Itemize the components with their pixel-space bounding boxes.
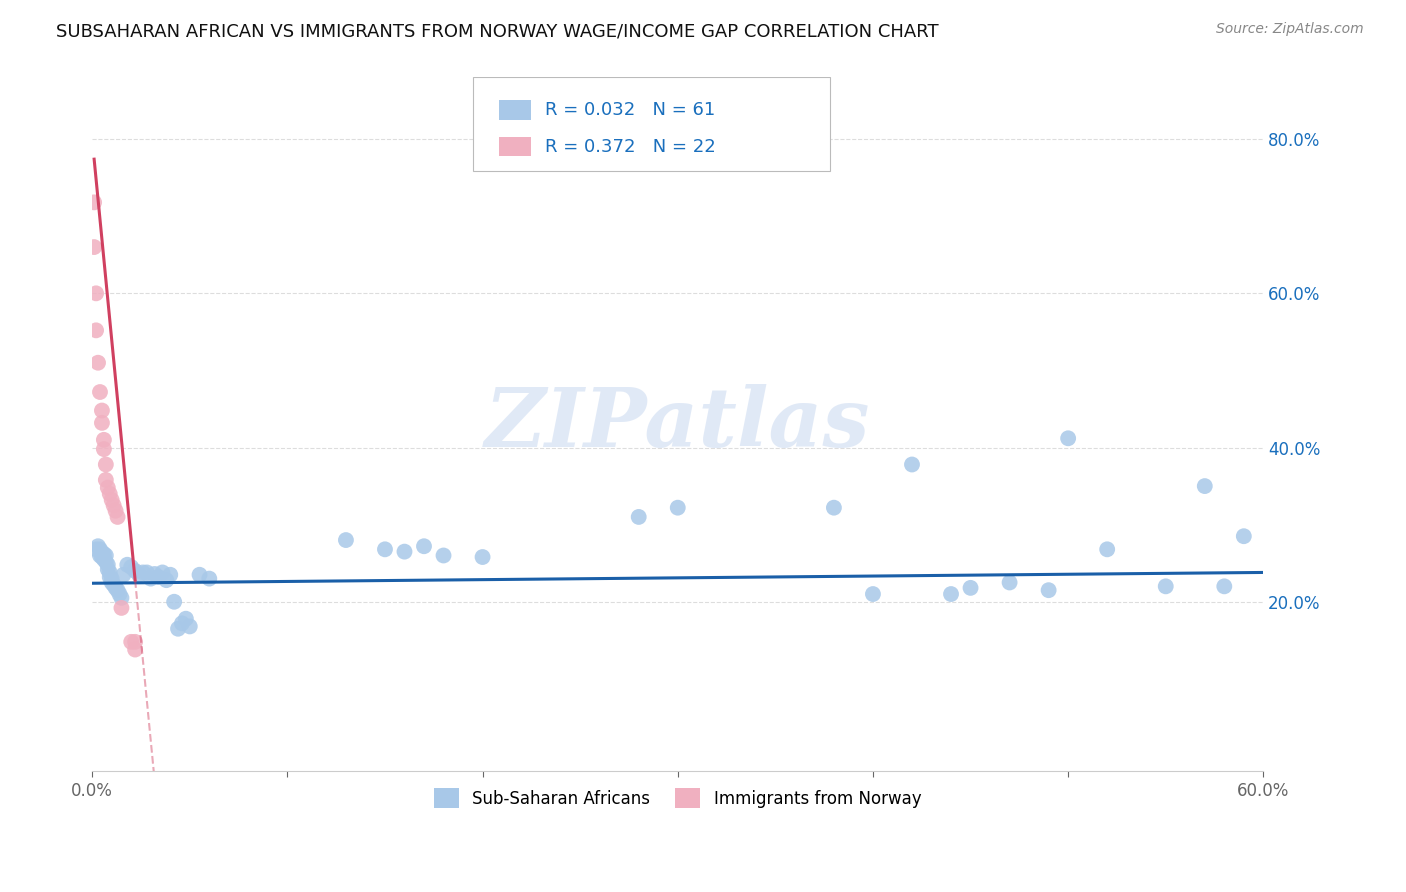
- Point: [103, 578, 125, 592]
- Point: [100, 575, 122, 590]
- Text: Source: ZipAtlas.com: Source: ZipAtlas.com: [1216, 22, 1364, 37]
- Point: [163, 595, 186, 609]
- Point: [84, 286, 107, 301]
- Point: [97, 558, 120, 572]
- Point: [104, 504, 127, 518]
- Point: [152, 566, 174, 580]
- Point: [100, 572, 122, 586]
- Point: [1154, 579, 1177, 593]
- Point: [159, 567, 181, 582]
- Point: [1038, 583, 1060, 598]
- Point: [94, 555, 117, 569]
- Point: [91, 416, 114, 430]
- Point: [83, 240, 105, 254]
- Point: [998, 575, 1021, 590]
- Point: [1213, 579, 1236, 593]
- Point: [89, 549, 111, 563]
- Point: [139, 572, 162, 586]
- FancyBboxPatch shape: [472, 78, 830, 171]
- Point: [94, 458, 117, 472]
- Point: [198, 572, 221, 586]
- Point: [823, 500, 845, 515]
- Point: [93, 433, 115, 447]
- Point: [110, 591, 132, 605]
- Point: [91, 403, 114, 417]
- Point: [103, 499, 125, 513]
- Point: [959, 581, 981, 595]
- Point: [93, 547, 115, 561]
- Point: [89, 384, 111, 399]
- Point: [84, 542, 107, 557]
- Point: [84, 323, 107, 337]
- Point: [174, 612, 197, 626]
- Legend: Sub-Saharan Africans, Immigrants from Norway: Sub-Saharan Africans, Immigrants from No…: [427, 781, 928, 815]
- Point: [120, 635, 142, 649]
- Point: [110, 601, 132, 615]
- Point: [97, 562, 120, 576]
- Point: [188, 567, 211, 582]
- Point: [112, 567, 135, 582]
- Point: [374, 542, 396, 557]
- Point: [91, 549, 114, 564]
- Point: [135, 566, 157, 580]
- Point: [394, 544, 416, 558]
- Point: [132, 566, 155, 580]
- Point: [107, 583, 129, 598]
- Point: [100, 493, 122, 508]
- Point: [93, 442, 115, 456]
- Point: [128, 567, 150, 582]
- Point: [87, 539, 110, 553]
- Point: [124, 635, 146, 649]
- Point: [1233, 529, 1256, 543]
- Point: [167, 622, 190, 636]
- Text: R = 0.032   N = 61: R = 0.032 N = 61: [546, 101, 716, 119]
- Point: [91, 545, 114, 559]
- Point: [98, 570, 121, 584]
- Point: [124, 564, 146, 578]
- Point: [89, 542, 111, 557]
- Point: [94, 473, 117, 487]
- Point: [862, 587, 884, 601]
- Point: [1194, 479, 1216, 493]
- Point: [1095, 542, 1118, 557]
- Point: [901, 458, 924, 472]
- Point: [104, 581, 127, 595]
- Point: [120, 560, 142, 574]
- Point: [148, 570, 170, 584]
- Point: [97, 481, 120, 495]
- FancyBboxPatch shape: [499, 136, 531, 156]
- Point: [939, 587, 962, 601]
- Point: [107, 510, 129, 524]
- Point: [170, 616, 193, 631]
- Point: [471, 549, 494, 564]
- Point: [83, 195, 105, 210]
- Text: ZIPatlas: ZIPatlas: [485, 384, 870, 465]
- Point: [335, 533, 357, 547]
- Point: [1057, 431, 1080, 445]
- Point: [108, 587, 131, 601]
- Point: [93, 552, 115, 566]
- Point: [155, 573, 177, 587]
- Point: [179, 619, 201, 633]
- Point: [117, 558, 139, 572]
- Text: R = 0.372   N = 22: R = 0.372 N = 22: [546, 137, 716, 155]
- Text: SUBSAHARAN AFRICAN VS IMMIGRANTS FROM NORWAY WAGE/INCOME GAP CORRELATION CHART: SUBSAHARAN AFRICAN VS IMMIGRANTS FROM NO…: [56, 22, 939, 40]
- FancyBboxPatch shape: [499, 100, 531, 120]
- Point: [143, 566, 166, 581]
- Point: [124, 642, 146, 657]
- Point: [627, 510, 650, 524]
- Point: [98, 566, 121, 580]
- Point: [413, 539, 436, 553]
- Point: [87, 356, 110, 370]
- Point: [666, 500, 689, 515]
- Point: [432, 549, 454, 563]
- Point: [98, 487, 121, 501]
- Point: [94, 549, 117, 563]
